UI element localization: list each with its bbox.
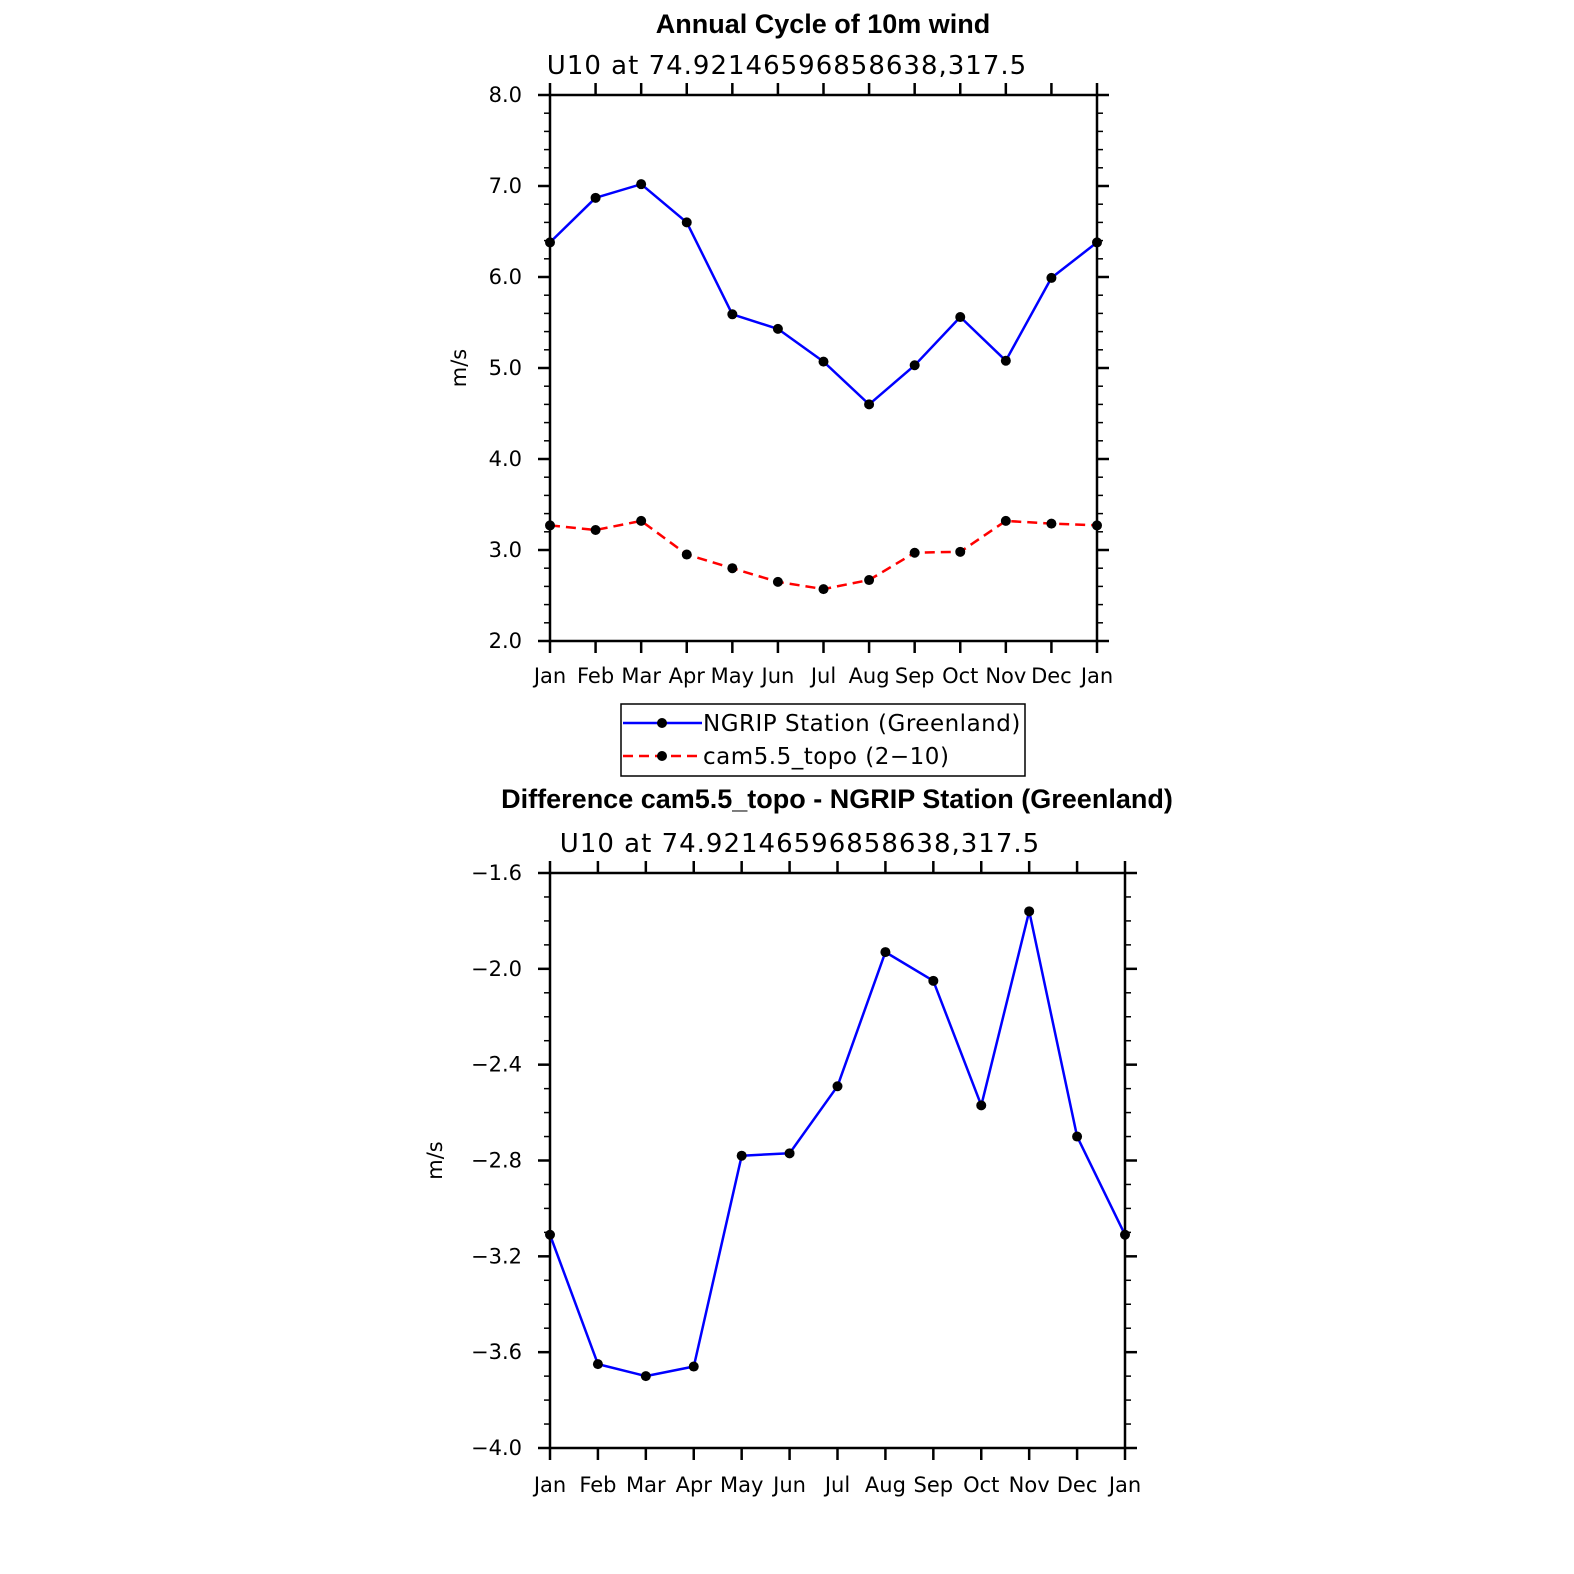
data-point-0-5	[772, 323, 783, 334]
x-tick-label: Apr	[676, 1473, 713, 1497]
x-tick-label: Oct	[963, 1473, 999, 1497]
x-tick-label: Aug	[865, 1473, 906, 1497]
data-point-0-6	[818, 356, 829, 367]
legend-label-ngrip: NGRIP Station (Greenland)	[703, 711, 1021, 737]
x-tick-label: Feb	[579, 1473, 616, 1497]
x-tick-label: Jul	[823, 1473, 850, 1497]
series-line-1	[549, 519, 1098, 591]
x-tick-label: Feb	[577, 664, 614, 688]
plot-frame	[548, 93, 1099, 643]
data-point-0-1	[592, 1359, 603, 1370]
data-point-0-3	[688, 1361, 699, 1372]
data-point-1-5	[772, 576, 783, 587]
y-tick-label: 6.0	[489, 265, 522, 289]
y-tick-label: −2.8	[471, 1149, 522, 1173]
legend-marker-cam	[657, 751, 667, 761]
x-tick-label: May	[711, 664, 754, 688]
data-point-0-7	[864, 399, 875, 410]
data-point-0-0	[545, 1229, 555, 1240]
data-point-0-10	[1024, 906, 1035, 917]
data-point-1-6	[818, 584, 829, 595]
data-point-0-6	[832, 1081, 843, 1092]
data-point-1-1	[590, 524, 601, 535]
y-tick-label: −2.0	[471, 957, 522, 981]
y-tick-label: −3.2	[471, 1244, 522, 1268]
series-line-0	[549, 182, 1098, 406]
x-tick-label: Jan	[532, 1473, 566, 1497]
difference-chart: Difference cam5.5_topo - NGRIP Station (…	[423, 784, 1173, 1497]
y-tick-label: 4.0	[489, 447, 522, 471]
x-tick-label: Sep	[895, 664, 935, 688]
x-tick-label: Apr	[669, 664, 706, 688]
x-tick-label: Dec	[1057, 1473, 1098, 1497]
data-point-1-12	[1092, 520, 1102, 531]
data-point-1-0	[545, 520, 555, 531]
data-point-1-2	[636, 515, 647, 526]
chart-title: Annual Cycle of 10m wind	[656, 9, 991, 39]
x-tick-label: Dec	[1031, 664, 1072, 688]
data-point-1-10	[1000, 515, 1011, 526]
y-tick-label: 2.0	[489, 629, 522, 653]
x-tick-label: Nov	[985, 664, 1026, 688]
data-point-0-12	[1120, 1229, 1130, 1240]
x-tick-label: May	[720, 1473, 763, 1497]
data-point-1-4	[727, 563, 738, 574]
y-tick-label: 7.0	[489, 174, 522, 198]
y-tick-label: 3.0	[489, 538, 522, 562]
data-point-0-1	[590, 192, 601, 203]
data-point-0-10	[1000, 355, 1011, 366]
data-point-0-8	[928, 975, 939, 986]
data-point-0-2	[640, 1371, 651, 1382]
chart-subtitle: U10 at 74.92146596858638,317.5	[547, 51, 1027, 81]
data-point-1-3	[681, 549, 692, 560]
x-tick-label: Oct	[942, 664, 978, 688]
x-tick-label: Mar	[626, 1473, 666, 1497]
x-tick-label: Aug	[849, 664, 890, 688]
data-point-0-2	[636, 179, 647, 190]
chart-title: Difference cam5.5_topo - NGRIP Station (…	[501, 784, 1173, 814]
y-tick-label: −4.0	[471, 1436, 522, 1460]
data-point-0-0	[545, 237, 555, 248]
data-point-1-9	[955, 546, 966, 557]
x-tick-label: Jan	[1107, 1473, 1141, 1497]
y-axis-label: m/s	[423, 1141, 447, 1179]
data-point-1-11	[1046, 518, 1057, 529]
data-point-0-4	[736, 1150, 747, 1161]
chart-subtitle: U10 at 74.92146596858638,317.5	[560, 829, 1040, 859]
data-point-1-7	[864, 575, 875, 586]
data-point-0-11	[1072, 1131, 1083, 1142]
data-point-0-5	[784, 1148, 795, 1159]
legend-box	[620, 703, 1026, 777]
y-tick-label: −3.6	[471, 1340, 522, 1364]
y-tick-label: 8.0	[489, 83, 522, 107]
data-point-0-9	[955, 312, 966, 323]
legend-label-cam: cam5.5_topo (2−10)	[703, 744, 949, 770]
data-point-0-9	[976, 1100, 987, 1111]
legend: NGRIP Station (Greenland) cam5.5_topo (2…	[620, 703, 1026, 777]
annual-cycle-chart: Annual Cycle of 10m wind U10 at 74.92146…	[447, 9, 1113, 688]
x-tick-label: Mar	[621, 664, 661, 688]
x-tick-label: Nov	[1009, 1473, 1050, 1497]
x-tick-label: Sep	[914, 1473, 954, 1497]
series-line-0	[548, 910, 1127, 1378]
x-tick-label: Jul	[809, 664, 836, 688]
x-tick-label: Jan	[532, 664, 566, 688]
x-tick-label: Jun	[760, 664, 795, 688]
data-point-0-8	[909, 360, 920, 371]
x-tick-label: Jan	[1079, 664, 1113, 688]
data-point-0-3	[681, 217, 692, 228]
y-tick-label: −2.4	[471, 1053, 522, 1077]
data-point-0-4	[727, 309, 738, 320]
data-point-0-11	[1046, 272, 1057, 283]
data-point-0-7	[880, 947, 891, 958]
y-tick-label: −1.6	[471, 861, 522, 885]
x-tick-label: Jun	[771, 1473, 806, 1497]
data-point-0-12	[1092, 237, 1102, 248]
y-axis-label: m/s	[447, 349, 471, 387]
data-point-1-8	[909, 547, 920, 558]
legend-marker-ngrip	[657, 718, 667, 728]
y-tick-label: 5.0	[489, 356, 522, 380]
